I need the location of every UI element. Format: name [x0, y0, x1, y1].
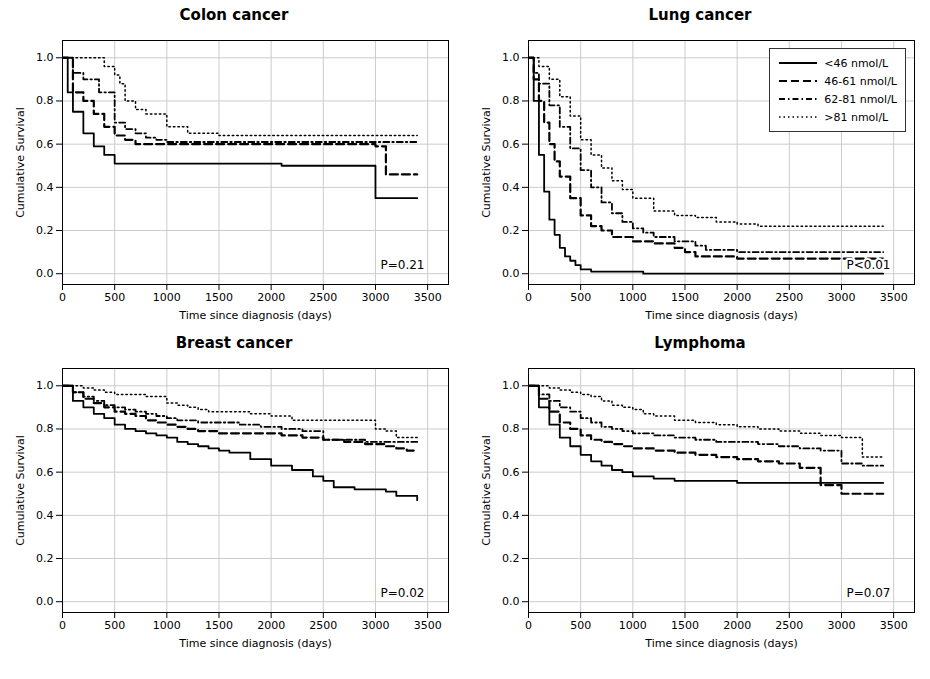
- svg-text:1000: 1000: [153, 619, 181, 632]
- svg-text:0.2: 0.2: [502, 552, 520, 565]
- svg-text:0.4: 0.4: [36, 509, 54, 522]
- svg-text:0.0: 0.0: [36, 595, 54, 608]
- svg-text:0.6: 0.6: [36, 138, 54, 151]
- svg-text:3500: 3500: [414, 619, 442, 632]
- svg-text:500: 500: [570, 291, 591, 304]
- svg-text:0.8: 0.8: [36, 422, 54, 435]
- svg-text:0.4: 0.4: [502, 509, 520, 522]
- svg-text:Cumulative Survival: Cumulative Survival: [14, 107, 27, 218]
- svg-text:2000: 2000: [257, 291, 285, 304]
- svg-text:0: 0: [59, 291, 66, 304]
- svg-text:3000: 3000: [361, 619, 389, 632]
- svg-text:3500: 3500: [880, 619, 908, 632]
- svg-text:Cumulative Survival: Cumulative Survival: [14, 435, 27, 546]
- html-text:Lymphoma: Lymphoma: [654, 334, 746, 352]
- svg-text:Cumulative Survival: Cumulative Survival: [480, 435, 493, 546]
- svg-text:0.2: 0.2: [502, 224, 520, 237]
- svg-text:1.0: 1.0: [36, 379, 54, 392]
- svg-text:1.0: 1.0: [502, 379, 520, 392]
- svg-text:P=0.07: P=0.07: [846, 586, 890, 600]
- svg-text:P=0.21: P=0.21: [380, 258, 424, 272]
- svg-text:Time since diagnosis (days): Time since diagnosis (days): [178, 309, 332, 322]
- svg-text:Time since diagnosis (days): Time since diagnosis (days): [644, 309, 798, 322]
- svg-text:P=0.02: P=0.02: [380, 586, 424, 600]
- svg-text:2500: 2500: [775, 619, 803, 632]
- svg-text:3000: 3000: [827, 619, 855, 632]
- html-text:46-61 nmol/L: 46-61 nmol/L: [824, 74, 897, 88]
- svg-text:Time since diagnosis (days): Time since diagnosis (days): [178, 637, 332, 650]
- svg-text:1500: 1500: [671, 291, 699, 304]
- svg-text:3000: 3000: [827, 291, 855, 304]
- svg-text:500: 500: [570, 619, 591, 632]
- svg-text:1000: 1000: [153, 291, 181, 304]
- svg-text:500: 500: [104, 619, 125, 632]
- html-text:Colon cancer: Colon cancer: [179, 6, 289, 24]
- svg-text:2000: 2000: [723, 619, 751, 632]
- svg-text:0.4: 0.4: [36, 181, 54, 194]
- svg-text:2500: 2500: [309, 619, 337, 632]
- svg-text:1500: 1500: [671, 619, 699, 632]
- svg-text:2000: 2000: [723, 291, 751, 304]
- svg-text:0.0: 0.0: [36, 267, 54, 280]
- svg-text:1.0: 1.0: [502, 51, 520, 64]
- svg-text:Cumulative Survival: Cumulative Survival: [480, 107, 493, 218]
- svg-text:1000: 1000: [619, 291, 647, 304]
- svg-text:0.8: 0.8: [36, 94, 54, 107]
- svg-text:0.2: 0.2: [36, 552, 54, 565]
- svg-text:3500: 3500: [880, 291, 908, 304]
- svg-text:0.0: 0.0: [502, 595, 520, 608]
- svg-text:3000: 3000: [361, 291, 389, 304]
- svg-text:0.0: 0.0: [502, 267, 520, 280]
- svg-text:3500: 3500: [414, 291, 442, 304]
- svg-text:0.8: 0.8: [502, 422, 520, 435]
- svg-text:P<0.01: P<0.01: [846, 258, 890, 272]
- svg-text:0.8: 0.8: [502, 94, 520, 107]
- html-text:62-81 nmol/L: 62-81 nmol/L: [824, 92, 897, 106]
- svg-text:1.0: 1.0: [36, 51, 54, 64]
- svg-text:2500: 2500: [775, 291, 803, 304]
- html-text:Breast cancer: Breast cancer: [175, 334, 293, 352]
- html-text:<46 nmol/L: <46 nmol/L: [824, 56, 889, 70]
- svg-text:0.2: 0.2: [36, 224, 54, 237]
- svg-text:1000: 1000: [619, 619, 647, 632]
- svg-text:1500: 1500: [205, 619, 233, 632]
- svg-text:0.6: 0.6: [36, 466, 54, 479]
- html-text:Lung cancer: Lung cancer: [648, 6, 752, 24]
- svg-text:0.6: 0.6: [502, 466, 520, 479]
- svg-text:0.6: 0.6: [502, 138, 520, 151]
- svg-text:2000: 2000: [257, 619, 285, 632]
- svg-text:1500: 1500: [205, 291, 233, 304]
- svg-text:0.4: 0.4: [502, 181, 520, 194]
- svg-text:0: 0: [59, 619, 66, 632]
- svg-text:Time since diagnosis (days): Time since diagnosis (days): [644, 637, 798, 650]
- svg-text:0: 0: [525, 619, 532, 632]
- svg-text:2500: 2500: [309, 291, 337, 304]
- svg-text:500: 500: [104, 291, 125, 304]
- svg-text:0: 0: [525, 291, 532, 304]
- html-text:>81 nmol/L: >81 nmol/L: [824, 110, 889, 124]
